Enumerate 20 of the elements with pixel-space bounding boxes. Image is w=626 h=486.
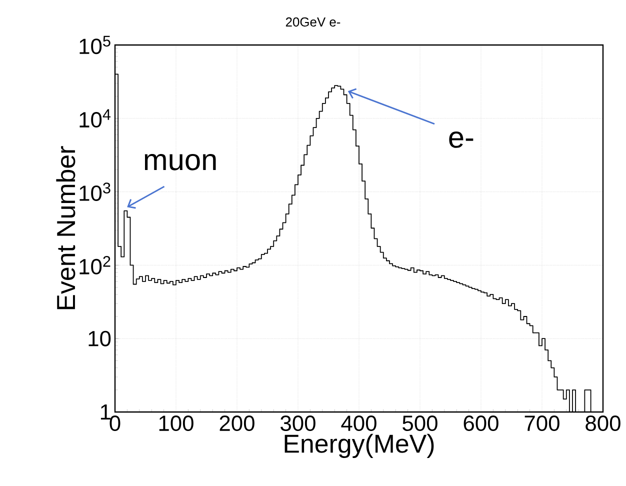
annotation: muon [144,154,216,170]
x-tick-label: 800 [586,416,620,432]
chart-title: 20GeV e- [286,17,340,27]
y-axis-title: Event Number [56,146,76,310]
x-tick-label: 100 [159,416,194,432]
y-tick-label: 10 [88,330,111,346]
y-tick-label: 10$^{3}$ [80,182,110,202]
x-tick-label: 400 [341,416,376,432]
x-tick-label: 500 [402,416,438,432]
y-tick-label: 10$^{2}$ [80,256,110,274]
x-tick-label: 200 [220,416,254,432]
x-axis-title: Energy(MeV) [284,434,434,458]
y-tick-label: 10$^{5}$ [80,36,110,54]
y-tick-label: 10$^{4}$ [80,109,111,128]
x-tick-label: 0 [110,416,120,432]
annotation: e- [449,132,474,148]
y-tick-label: 1 [100,404,110,420]
x-tick-label: 300 [280,416,316,432]
x-tick-label: 700 [524,416,560,432]
x-tick-label: 600 [464,416,498,432]
